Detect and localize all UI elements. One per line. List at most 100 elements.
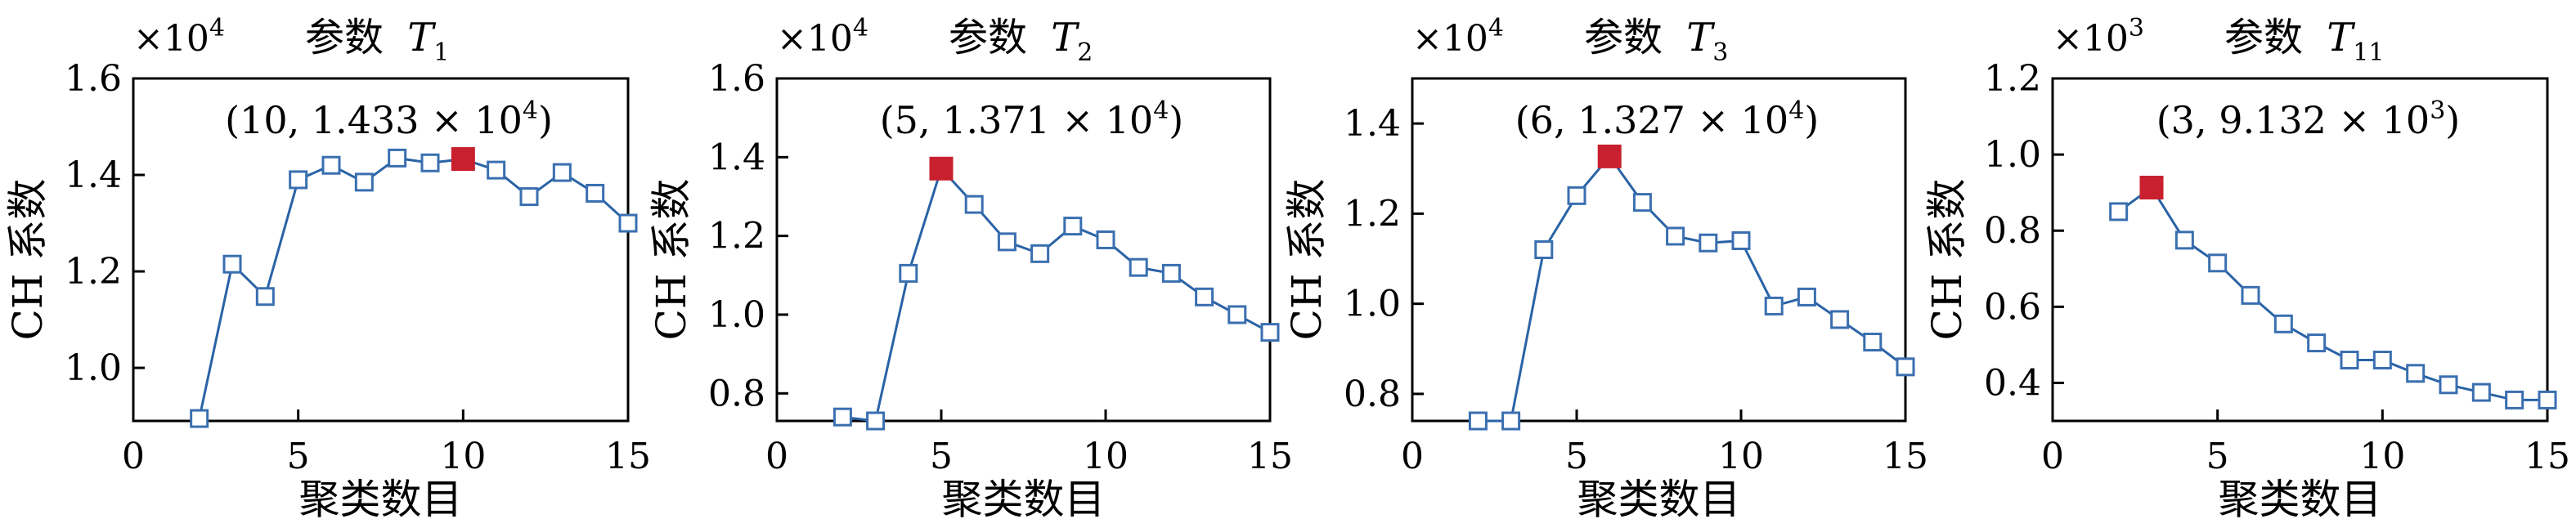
best-point-annotation: (10, 1.433 × 104)	[225, 96, 553, 142]
y-tick-label: 0.8	[1344, 374, 1401, 415]
data-point	[2174, 230, 2194, 250]
best-point-annotation: (3, 9.132 × 103)	[2156, 96, 2461, 142]
data-point	[2406, 364, 2426, 383]
data-point	[1632, 193, 1652, 213]
y-scale-exponent: 4	[209, 14, 225, 43]
x-tick-label: 5	[287, 436, 310, 477]
y-tick-label: 1.2	[708, 216, 765, 257]
data-point	[1096, 230, 1115, 249]
data-point	[1567, 186, 1586, 205]
y-scale-base: ×10	[2053, 18, 2129, 60]
data-point	[997, 232, 1016, 252]
chart-title: 参数 T3	[1584, 15, 1728, 67]
data-point	[190, 409, 209, 428]
data-point	[1797, 287, 1816, 307]
data-point	[2208, 253, 2228, 273]
best-data-point	[1597, 144, 1622, 168]
x-tick-label: 10	[1083, 436, 1129, 477]
chart-title: 参数 T11	[2224, 15, 2384, 67]
chart-title-subscript: 11	[2353, 38, 2384, 67]
plot-frame	[2051, 77, 2549, 423]
annotation-value: (10, 1.433 × 10	[225, 98, 523, 142]
data-point	[222, 254, 242, 274]
data-point	[2109, 202, 2129, 221]
x-tick-label: 15	[1247, 436, 1293, 477]
data-point	[586, 183, 605, 203]
data-point	[2505, 390, 2524, 409]
data-point	[1830, 310, 1850, 329]
data-point	[2307, 333, 2327, 353]
data-point	[2273, 314, 2293, 333]
data-point	[289, 170, 308, 190]
y-axis-label: CH 系数	[648, 179, 695, 341]
y-tick-label: 1.0	[708, 294, 765, 336]
y-tick-label: 1.4	[1344, 103, 1401, 145]
data-point	[1699, 233, 1718, 253]
x-tick-label: 5	[930, 436, 953, 477]
x-tick-label: 15	[2524, 436, 2570, 477]
chart-title-subscript: 2	[1077, 38, 1093, 67]
y-tick-label: 1.2	[1984, 58, 2041, 100]
y-tick-label: 0.6	[1984, 286, 2041, 328]
data-point	[2241, 285, 2260, 305]
data-point	[1129, 257, 1148, 277]
data-point	[519, 187, 539, 207]
best-data-point	[929, 156, 954, 181]
y-scale-base: ×10	[1412, 18, 1488, 60]
annotation-exponent: 4	[1788, 96, 1804, 125]
y-tick-label: 0.4	[1984, 362, 2041, 404]
data-point	[964, 195, 984, 214]
x-axis-label: 聚类数目	[1577, 476, 1741, 523]
data-point	[1501, 411, 1521, 431]
chart-title: 参数 T2	[949, 15, 1093, 67]
data-point	[618, 213, 638, 233]
y-tick-label: 0.8	[1984, 210, 2041, 252]
x-tick-label: 10	[2359, 436, 2405, 477]
y-tick-label: 1.0	[1984, 134, 2041, 176]
x-tick-label: 15	[605, 436, 651, 477]
data-point	[321, 155, 341, 175]
chart-title-prefix: 参数	[949, 15, 1039, 60]
data-point	[866, 411, 886, 431]
data-point	[1666, 226, 1685, 246]
data-point	[354, 172, 374, 192]
annotation-close: )	[538, 98, 553, 142]
y-tick-label: 1.2	[65, 251, 122, 293]
annotation-exponent: 4	[523, 96, 538, 125]
y-scale-exponent: 4	[853, 14, 868, 43]
data-point	[1063, 217, 1083, 236]
y-scale-base: ×10	[133, 18, 209, 60]
plot-frame	[1411, 77, 1907, 423]
plot-frame	[775, 77, 1272, 423]
x-tick-label: 5	[2206, 436, 2229, 477]
y-tick-label: 1.4	[708, 136, 765, 178]
chart-title-prefix: 参数	[2224, 15, 2315, 60]
y-axis-label: CH 系数	[1283, 179, 1331, 341]
chart-title-subscript: 3	[1712, 38, 1728, 67]
data-point	[2372, 351, 2392, 370]
annotation-value: (3, 9.132 × 10	[2156, 98, 2430, 142]
chart-title-subscript: 1	[433, 38, 449, 67]
y-scale-factor: ×103	[2053, 14, 2144, 60]
x-tick-label: 10	[1718, 436, 1764, 477]
x-axis-label: 聚类数目	[2219, 476, 2382, 523]
plot-frame	[132, 77, 630, 423]
y-scale-factor: ×104	[777, 14, 868, 60]
best-point-annotation: (5, 1.371 × 104)	[880, 96, 1184, 142]
chart-title-variable: T	[1051, 15, 1079, 60]
y-tick-label: 1.0	[65, 347, 122, 389]
data-point	[1227, 305, 1247, 324]
y-axis-label: CH 系数	[4, 179, 52, 341]
annotation-close: )	[1804, 98, 1819, 142]
data-point	[2340, 351, 2359, 370]
best-data-point	[451, 147, 475, 172]
data-point	[1030, 244, 1050, 263]
annotation-exponent: 4	[1153, 96, 1169, 125]
y-tick-label: 1.6	[708, 58, 765, 100]
y-tick-label: 1.0	[1344, 284, 1401, 325]
data-point	[2471, 383, 2491, 402]
y-scale-exponent: 4	[1488, 14, 1504, 43]
